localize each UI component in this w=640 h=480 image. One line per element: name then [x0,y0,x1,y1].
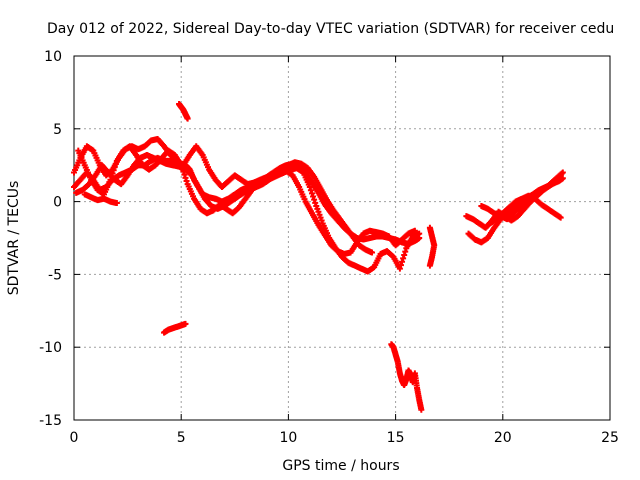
data-point [307,187,314,194]
x-axis-label: GPS time / hours [282,458,399,474]
data-point [306,184,313,191]
data-point [310,193,317,200]
series-track-9 [426,224,438,269]
series-track-7 [176,101,191,122]
y-axis-label: SDTVAR / TECUs [6,181,22,296]
data-point [183,177,190,184]
data-point [113,200,120,207]
data-point [402,248,409,255]
plot-frame [73,55,611,421]
data-point [411,227,418,234]
series-track-8 [388,341,425,413]
data-points [71,101,566,413]
x-tick-label: 10 [279,430,297,446]
series-track-13 [478,176,562,223]
x-tick-labels: 0 5 10 15 20 25 [70,430,619,446]
x-tick-label: 20 [494,430,512,446]
ticks [73,55,611,421]
data-point [400,255,407,262]
data-point [312,199,319,206]
y-tick-label: 5 [53,122,62,138]
x-tick-label: 0 [70,430,79,446]
x-tick-label: 15 [387,430,405,446]
y-tick-label: -10 [39,340,62,356]
data-point [426,262,433,269]
y-tick-labels: -15 -10 -5 0 5 10 [39,49,62,429]
data-point [182,174,189,181]
x-tick-label: 25 [601,430,619,446]
series-track-4 [73,152,376,256]
data-point [181,171,188,178]
data-point [184,115,191,122]
data-point [557,214,564,221]
data-point [369,249,376,256]
series-track-5 [81,191,120,207]
chart-title: Day 012 of 2022, Sidereal Day-to-day VTE… [47,21,614,37]
y-tick-label: -5 [48,267,62,283]
data-point [311,196,318,203]
data-point [399,258,406,265]
data-point [401,251,408,258]
data-point [559,175,566,182]
data-point [397,262,404,269]
y-tick-label: 10 [44,49,62,65]
data-point [418,406,425,413]
x-tick-label: 5 [177,430,186,446]
series-track-6 [161,320,189,336]
data-point [555,176,562,183]
grid [74,56,610,420]
y-tick-label: 0 [53,195,62,211]
data-point [308,190,315,197]
data-point [396,265,403,272]
data-point [182,320,189,327]
data-point [416,230,423,237]
data-point [559,169,566,176]
y-tick-label: -15 [39,413,62,429]
series-track-3 [71,135,418,258]
